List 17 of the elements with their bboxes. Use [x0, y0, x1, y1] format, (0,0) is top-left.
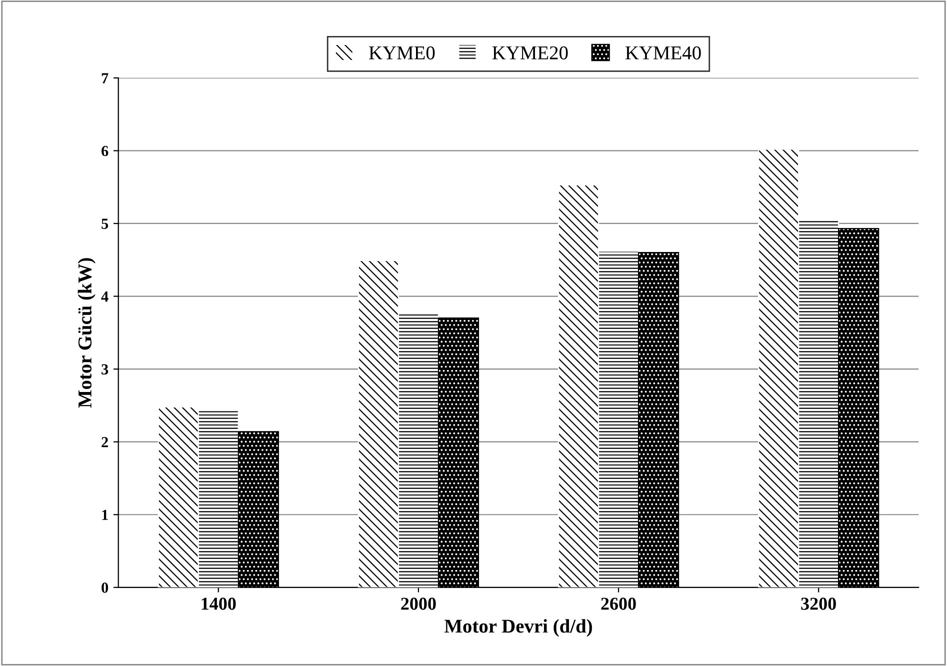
legend-label: KYME40 [625, 46, 701, 60]
x-axis-title: Motor Devri (d/d) [444, 619, 592, 637]
x-tick-label: 2600 [601, 598, 636, 610]
y-tick-label: 7 [102, 73, 108, 84]
y-tick-label: 3 [102, 364, 108, 375]
legend-label: KYME0 [368, 46, 435, 60]
y-tick-label: 0 [102, 582, 108, 593]
y-tick-label: 5 [102, 218, 108, 229]
x-tick-label: 2000 [401, 598, 436, 610]
y-tick-label: 4 [101, 292, 108, 302]
y-axis-title: Motor Gücü (kW) [78, 258, 96, 408]
x-tick-label: 1400 [202, 598, 236, 610]
x-tick-label: 3200 [801, 598, 836, 610]
y-tick-label: 2 [102, 437, 108, 448]
y-tick-label: 1 [102, 510, 108, 520]
y-tick-label: 6 [102, 146, 108, 156]
legend-label: KYME20 [492, 46, 568, 60]
